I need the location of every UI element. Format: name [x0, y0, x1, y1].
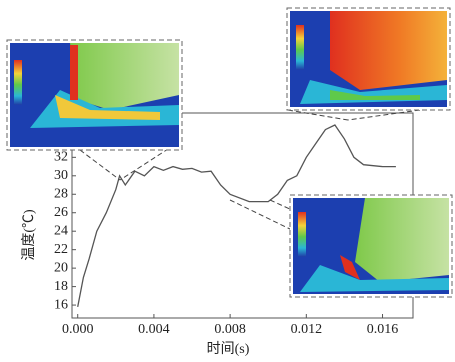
y-tick-label: 28 [54, 186, 68, 201]
inset-top-left [7, 40, 182, 150]
y-tick-label: 24 [54, 223, 68, 238]
y-tick-label: 18 [54, 279, 68, 294]
y-tick-label: 22 [54, 242, 68, 257]
x-tick-label: 0.012 [291, 322, 323, 337]
inset-bottom-right [290, 195, 452, 297]
x-tick-label: 0.000 [62, 322, 94, 337]
chart: 16 18 20 22 24 26 28 30 32 0.000 0.004 0.008 0.012 0.… [0, 0, 455, 362]
x-tick-label: 0.008 [214, 322, 246, 337]
y-tick-label: 20 [54, 260, 68, 275]
x-tick-label: 0.016 [367, 322, 399, 337]
x-tick-label: 0.004 [138, 322, 170, 337]
y-tick-label: 30 [54, 168, 68, 183]
x-axis-label: 时间(s) [207, 341, 250, 357]
inset-top-right [287, 8, 450, 110]
y-tick-label: 16 [54, 297, 68, 312]
y-axis-label: 温度(℃) [21, 209, 37, 261]
y-tick-label: 26 [54, 205, 68, 220]
y-tick-label: 32 [54, 150, 68, 165]
